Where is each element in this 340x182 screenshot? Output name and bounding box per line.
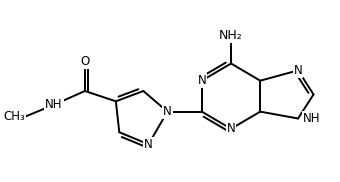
- Text: N: N: [198, 74, 206, 87]
- Text: N: N: [294, 64, 302, 77]
- Text: N: N: [144, 138, 153, 151]
- Text: N: N: [227, 122, 235, 135]
- Text: NH: NH: [303, 112, 321, 125]
- Text: CH₃: CH₃: [3, 110, 25, 123]
- Text: N: N: [163, 105, 172, 118]
- Text: NH₂: NH₂: [219, 29, 243, 43]
- Text: NH: NH: [45, 98, 63, 111]
- Text: O: O: [80, 55, 89, 68]
